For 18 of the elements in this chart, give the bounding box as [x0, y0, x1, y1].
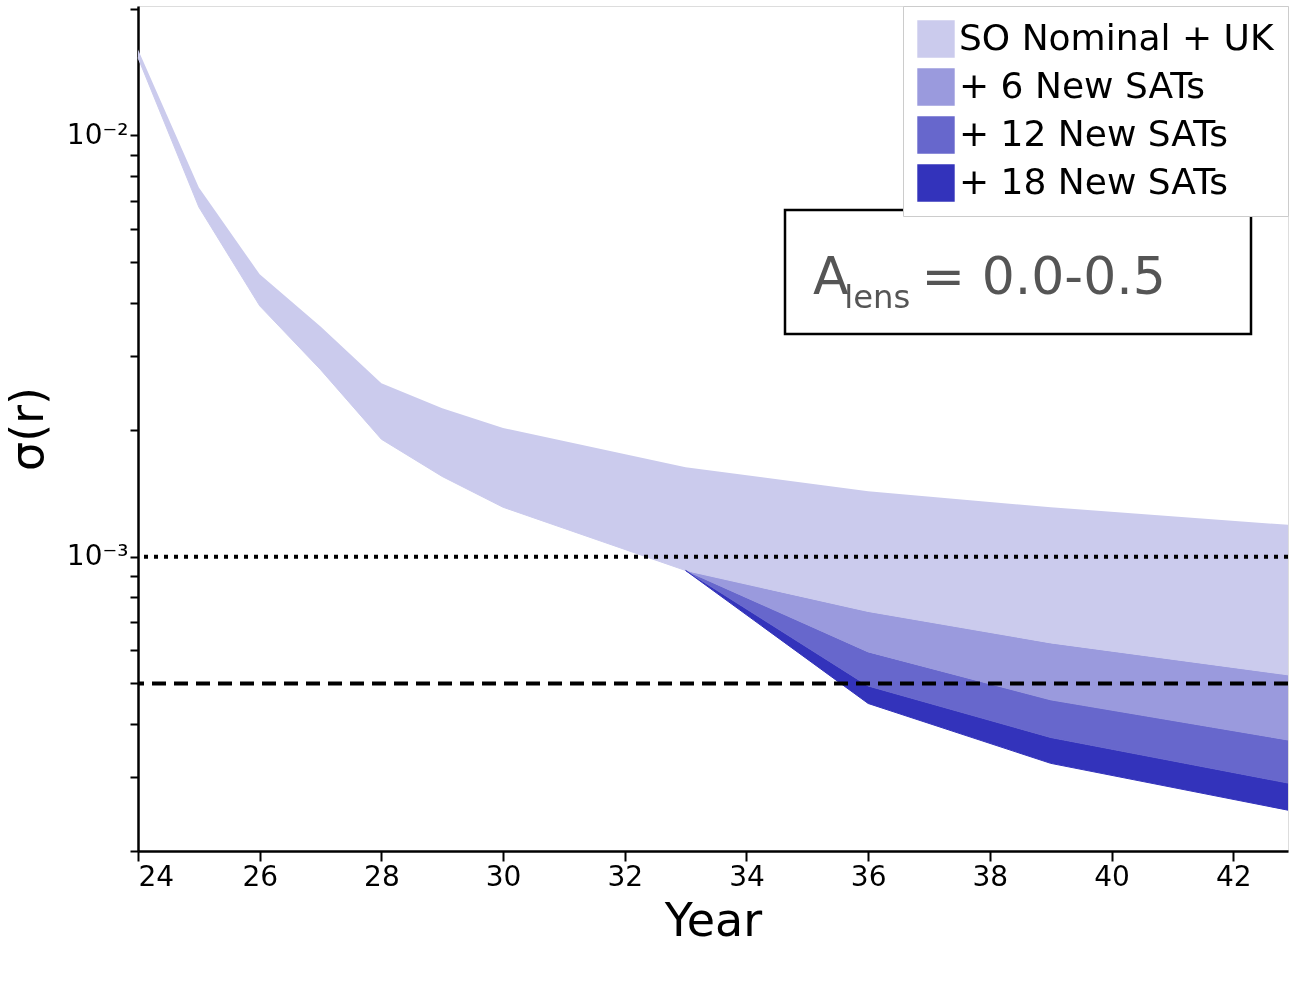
x-tick-label: 28	[364, 859, 400, 893]
legend-label: SO Nominal + UK	[959, 17, 1275, 58]
x-tick-label: 34	[729, 859, 765, 893]
x-tick-label: 42	[1215, 859, 1252, 893]
y-axis-title: σ(r)	[0, 387, 54, 471]
x-tick-label: 30	[485, 859, 522, 893]
legend-label: + 6 New SATs	[959, 65, 1206, 106]
y-tick-label: 10⁻²	[66, 118, 129, 151]
x-tick-label: 38	[972, 859, 1009, 893]
x-tick-label: 24	[138, 859, 175, 893]
legend-label: + 18 New SATs	[959, 161, 1228, 202]
x-tick-label: 36	[850, 859, 887, 893]
x-tick-label: 26	[242, 859, 279, 893]
x-tick-label: 32	[607, 859, 644, 893]
x-axis-title: Year	[663, 892, 763, 947]
y-tick-label: 10⁻³	[66, 539, 129, 573]
legend-label: + 12 New SATs	[959, 113, 1228, 154]
x-tick-label: 40	[1094, 859, 1130, 893]
